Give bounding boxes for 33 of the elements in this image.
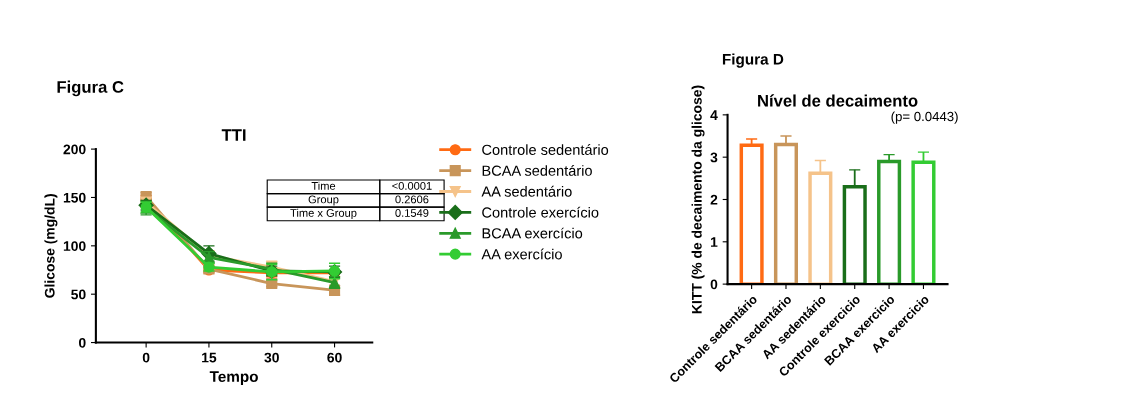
y-tick-label: 0 bbox=[710, 279, 718, 290]
legend-label: AA exercício bbox=[481, 248, 562, 260]
y-tick-label: 200 bbox=[63, 144, 86, 155]
annotation: (p= 0.0443) bbox=[891, 111, 958, 124]
annotation: Group bbox=[308, 195, 339, 206]
y-tick-label: 100 bbox=[63, 241, 86, 251]
annotation: Time x Group bbox=[290, 208, 357, 220]
y-tick-label: 150 bbox=[63, 192, 86, 203]
chart-title: Nível de decaimento bbox=[758, 94, 918, 107]
chart-title: TTI bbox=[221, 129, 246, 141]
x-tick-label: 60 bbox=[327, 352, 342, 363]
legend-label: AA sedentário bbox=[481, 185, 572, 197]
y-tick-label: 2 bbox=[710, 194, 718, 205]
text: 0.1549 bbox=[395, 209, 429, 217]
text: Figura D bbox=[722, 53, 784, 68]
y-tick-label: 4 bbox=[710, 110, 718, 120]
legend-label: BCAA exercício bbox=[482, 227, 583, 239]
y-axis-title: Glicose (mg/dL) bbox=[44, 194, 58, 298]
legend-label: Controle sedentário bbox=[482, 144, 609, 155]
y-axis-title: KITT (% de decaimento da glicose) bbox=[691, 85, 705, 314]
y-tick-label: 1 bbox=[710, 237, 718, 247]
x-tick-label: 30 bbox=[264, 352, 279, 363]
y-tick-label: 50 bbox=[71, 289, 86, 300]
text: 0.2606 bbox=[395, 195, 429, 204]
x-tick-label: 15 bbox=[202, 352, 217, 363]
x-tick-label: 0 bbox=[142, 352, 150, 363]
legend-label: BCAA sedentário bbox=[482, 164, 592, 176]
text: <0.0001 bbox=[392, 181, 432, 190]
text: Figura C bbox=[57, 80, 124, 97]
legend-label: Controle exercício bbox=[482, 206, 599, 218]
x-axis-title: Tempo bbox=[209, 371, 258, 386]
y-tick-label: 3 bbox=[710, 152, 718, 163]
annotation: Time bbox=[311, 181, 336, 190]
